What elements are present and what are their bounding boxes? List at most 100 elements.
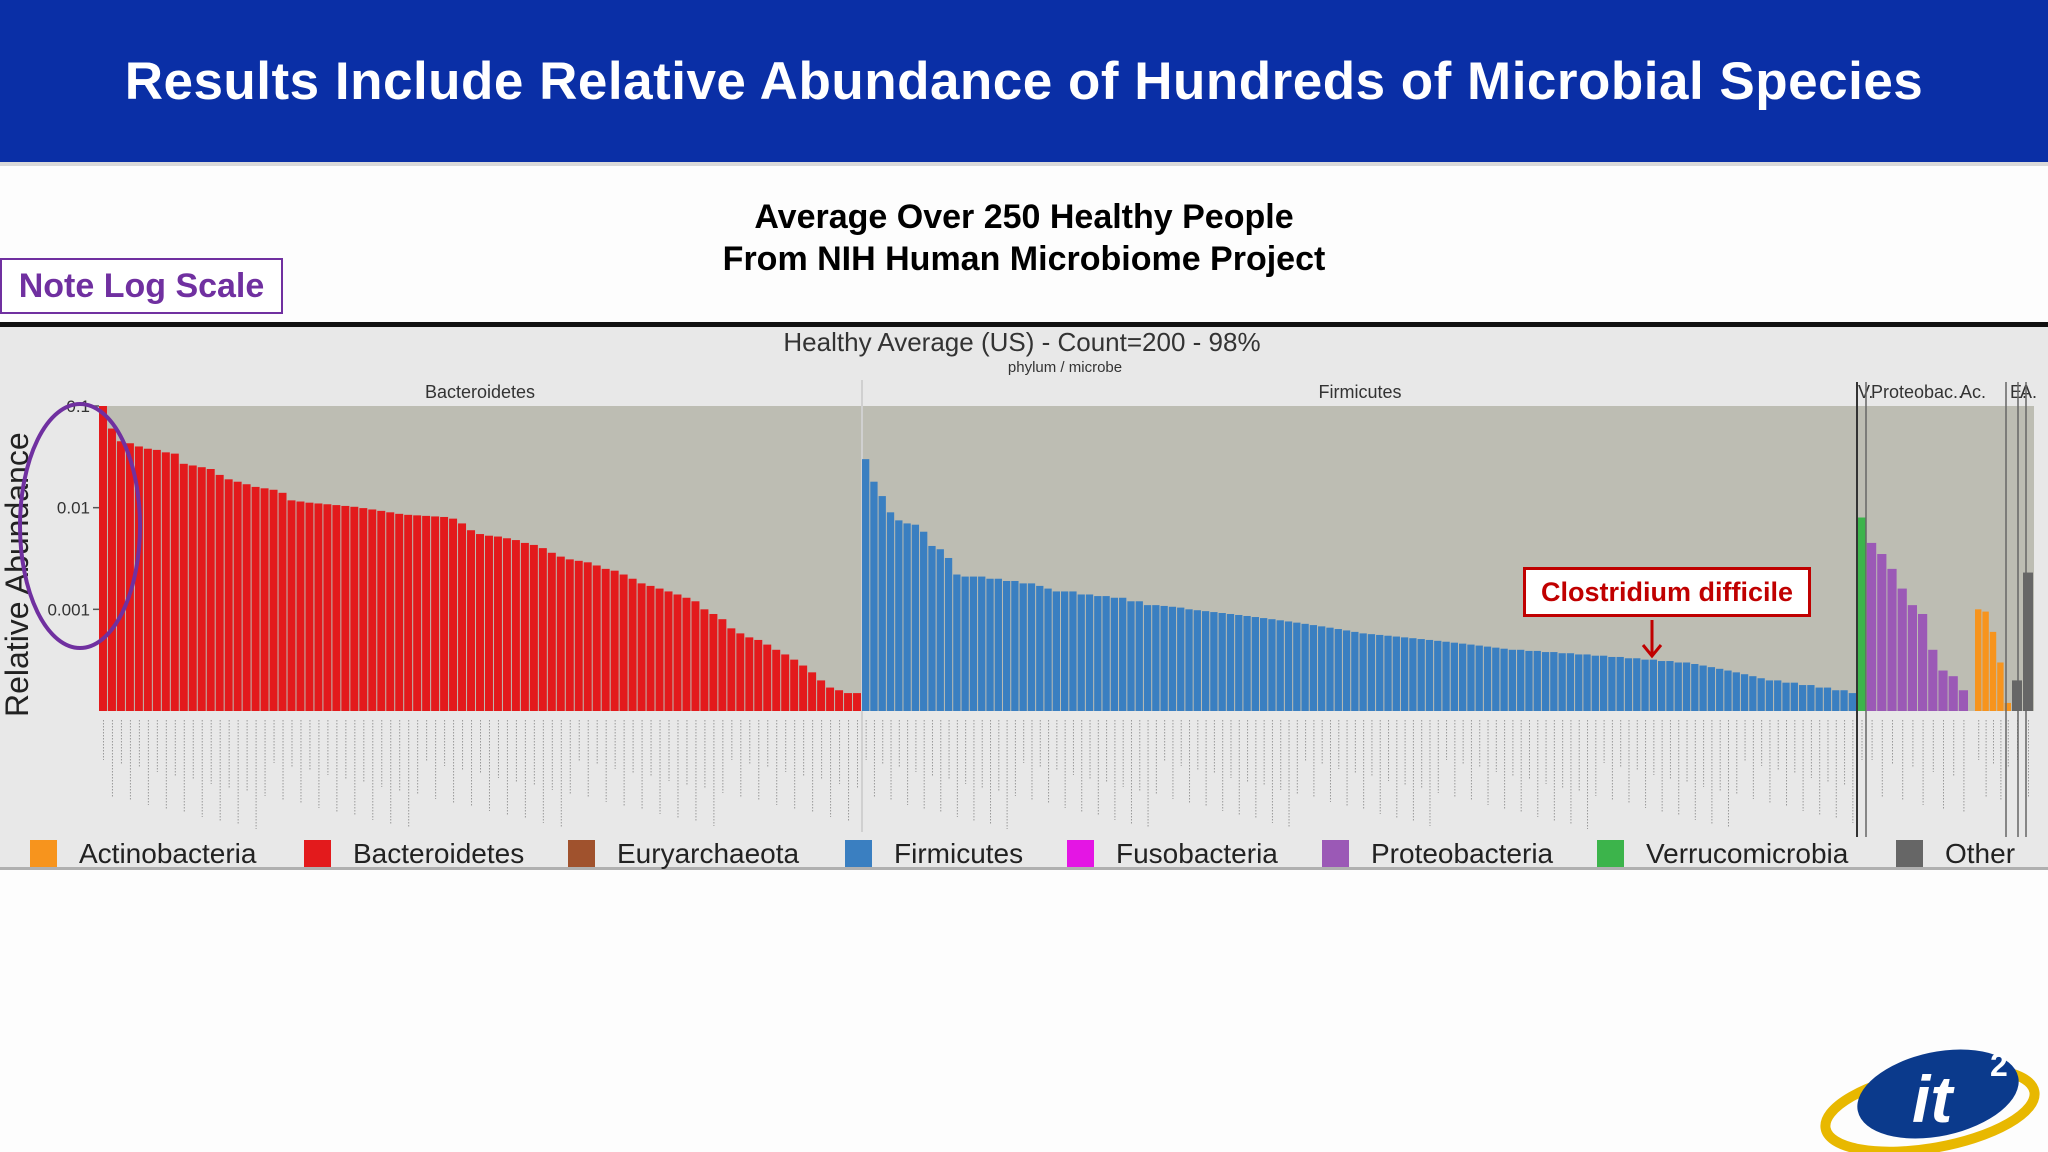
group-label: Ac. xyxy=(1960,382,1986,402)
chart-subtitle: phylum / microbe xyxy=(1008,359,1122,376)
bar-firmicutes xyxy=(1749,676,1757,711)
bar-firmicutes xyxy=(1483,646,1492,711)
bar-bacteroidetes xyxy=(754,639,763,711)
bar-firmicutes xyxy=(986,578,994,711)
legend-label: Verrucomicrobia xyxy=(1646,838,1849,869)
bar-firmicutes xyxy=(961,576,969,711)
legend-label: Other xyxy=(1945,838,2015,869)
bar-firmicutes xyxy=(1342,630,1351,711)
bar-firmicutes xyxy=(1658,661,1666,711)
bar-firmicutes xyxy=(1782,682,1790,711)
bar-firmicutes xyxy=(1392,636,1400,711)
bar-bacteroidetes xyxy=(170,453,179,711)
bar-firmicutes xyxy=(1019,583,1027,711)
bar-bacteroidetes xyxy=(718,619,727,711)
bar-firmicutes xyxy=(1699,665,1707,711)
bar-bacteroidetes xyxy=(269,489,278,711)
bar-firmicutes xyxy=(1583,654,1591,711)
bar-firmicutes xyxy=(1011,580,1019,711)
bar-bacteroidetes xyxy=(99,406,107,711)
bar-bacteroidetes xyxy=(449,518,458,711)
subtitle-line-2: From NIH Human Microbiome Project xyxy=(722,240,1326,278)
bar-bacteroidetes xyxy=(314,503,323,711)
bar-firmicutes xyxy=(1077,594,1085,711)
bar-firmicutes xyxy=(1127,601,1135,711)
bar-firmicutes xyxy=(870,481,878,711)
bar-bacteroidetes xyxy=(556,556,565,711)
bar-proteobacteria xyxy=(1938,670,1948,711)
title-banner: Results Include Relative Abundance of Hu… xyxy=(0,0,2048,162)
legend-swatch xyxy=(1597,840,1624,867)
bar-firmicutes xyxy=(1409,638,1417,711)
bar-firmicutes xyxy=(1707,667,1716,711)
banner-shadow xyxy=(0,162,2048,166)
bar-firmicutes xyxy=(1425,639,1434,711)
bar-proteobacteria xyxy=(1877,554,1887,711)
bar-firmicutes xyxy=(1633,658,1641,711)
bar-firmicutes xyxy=(1276,620,1284,711)
bar-proteobacteria xyxy=(1928,649,1938,711)
bar-bacteroidetes xyxy=(808,672,817,711)
bar-firmicutes xyxy=(928,545,936,711)
group-label: Bacteroidetes xyxy=(425,382,535,402)
bar-firmicutes xyxy=(911,524,920,711)
bar-bacteroidetes xyxy=(152,449,161,711)
bar-firmicutes xyxy=(1599,655,1608,711)
bar-firmicutes xyxy=(886,512,895,711)
bar-bacteroidetes xyxy=(547,552,556,711)
bar-firmicutes xyxy=(1251,617,1259,711)
bar-bacteroidetes xyxy=(826,687,835,711)
logo-superscript: 2 xyxy=(1990,1047,2008,1083)
bar-proteobacteria xyxy=(1948,676,1958,711)
bar-firmicutes xyxy=(1541,652,1550,711)
legend-label: Actinobacteria xyxy=(79,838,257,869)
bar-firmicutes xyxy=(1848,693,1856,711)
bar-firmicutes xyxy=(1143,605,1152,711)
bar-firmicutes xyxy=(1400,637,1409,711)
bar-bacteroidetes xyxy=(161,452,170,711)
bar-bacteroidetes xyxy=(215,474,224,711)
bar-bacteroidetes xyxy=(179,463,188,711)
bar-firmicutes xyxy=(1069,591,1077,711)
bar-bacteroidetes xyxy=(386,512,395,711)
bar-firmicutes xyxy=(1367,634,1376,711)
bar-firmicutes xyxy=(1351,631,1359,711)
bar-firmicutes xyxy=(1119,597,1127,711)
bar-firmicutes xyxy=(1061,591,1069,711)
bar-firmicutes xyxy=(1807,685,1815,711)
bar-firmicutes xyxy=(1691,663,1699,711)
bar-bacteroidetes xyxy=(206,469,215,711)
note-log-scale-box: Note Log Scale xyxy=(0,258,283,314)
legend-label: Proteobacteria xyxy=(1371,838,1554,869)
bar-firmicutes xyxy=(1135,601,1143,711)
bar-bacteroidetes xyxy=(844,693,853,711)
bar-bacteroidetes xyxy=(287,500,296,711)
bar-bacteroidetes xyxy=(664,591,673,711)
bar-bacteroidetes xyxy=(125,443,134,711)
bar-firmicutes xyxy=(1268,619,1276,711)
bar-firmicutes xyxy=(1467,644,1475,711)
group-label: Proteobac.. xyxy=(1871,382,1963,402)
bar-firmicutes xyxy=(1533,650,1541,711)
bar-bacteroidetes xyxy=(709,613,718,711)
bar-firmicutes xyxy=(1334,629,1342,711)
bar-firmicutes xyxy=(1260,618,1268,711)
legend-swatch xyxy=(1067,840,1094,867)
bar-firmicutes xyxy=(1757,678,1765,711)
logo-text: it xyxy=(1912,1062,1955,1136)
bar-bacteroidetes xyxy=(143,448,152,711)
bar-firmicutes xyxy=(1185,609,1193,711)
bar-firmicutes xyxy=(1168,606,1177,711)
bar-firmicutes xyxy=(862,459,870,711)
group-label: A. xyxy=(2020,382,2037,402)
bar-firmicutes xyxy=(1740,674,1749,711)
legend-label: Bacteroidetes xyxy=(353,838,524,869)
bar-bacteroidetes xyxy=(745,637,754,711)
bar-firmicutes xyxy=(1110,597,1119,711)
bar-bacteroidetes xyxy=(260,488,269,711)
bar-firmicutes xyxy=(953,574,961,711)
bar-firmicutes xyxy=(1359,633,1367,711)
bar-firmicutes xyxy=(1558,653,1566,711)
bar-firmicutes xyxy=(1226,613,1235,711)
bar-firmicutes xyxy=(936,549,944,711)
